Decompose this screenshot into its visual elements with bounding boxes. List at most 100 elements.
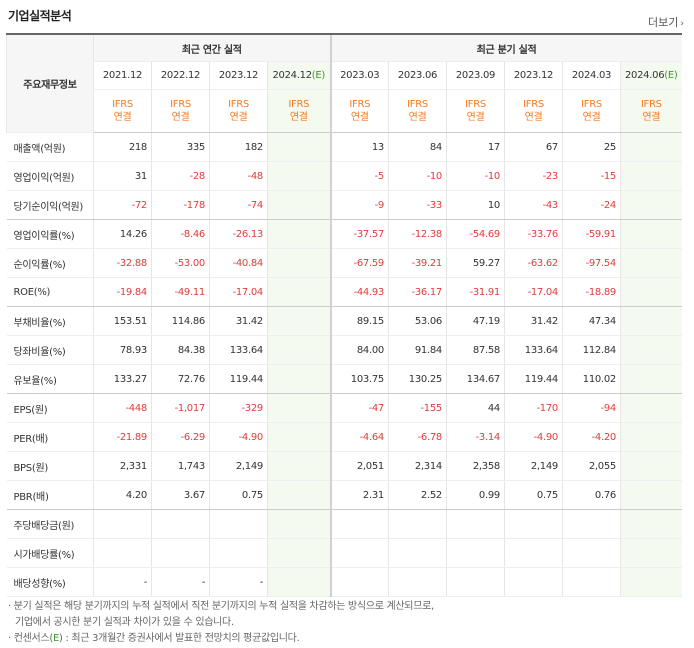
- annual-value: [267, 567, 331, 597]
- annual-value: -28: [151, 161, 210, 191]
- consolidated-label: 연결: [408, 112, 427, 123]
- annual-value: [267, 364, 331, 394]
- quarter-value: -97.54: [562, 248, 621, 278]
- quarter-value: -17.04: [504, 277, 563, 307]
- annual-value: -8.46: [151, 219, 210, 249]
- table-row: 유보율(%) 133.27 72.76 119.44 103.75 130.25 134.6…: [6, 364, 682, 394]
- quarter-value: 133.64: [504, 335, 563, 365]
- quarter-value: 0.75: [504, 480, 563, 510]
- annual-value: 1,743: [151, 451, 210, 481]
- annual-value: 2,331: [93, 451, 152, 481]
- ifrs-label: IFRS: [288, 99, 310, 110]
- quarter-value: -39.21: [388, 248, 447, 278]
- row-label: 영업이익(억원): [6, 161, 94, 191]
- consolidated-label: 연결: [642, 112, 661, 123]
- more-link[interactable]: 더보기 ›: [648, 14, 684, 30]
- table-row: ROE(%) -19.84 -49.11 -17.04 -44.93 -36.17 -31.…: [6, 277, 682, 307]
- quarter-value: [329, 567, 389, 597]
- more-label: 더보기: [648, 16, 679, 29]
- quarter-value: 0.99: [446, 480, 505, 510]
- quarter-value: [504, 509, 563, 539]
- quarter-value: -9: [329, 190, 389, 220]
- annual-value: [209, 509, 268, 539]
- row-label: EPS(원): [6, 393, 94, 423]
- quarter-value: [388, 538, 447, 568]
- consolidated-label: 연결: [582, 112, 601, 123]
- ifrs-label: IFRS: [170, 99, 191, 110]
- quarter-value: -4.20: [562, 422, 621, 452]
- quarter-value: -155: [388, 393, 447, 423]
- quarter-value: [620, 161, 682, 191]
- annual-group-header: 최근 연간 실적: [93, 33, 331, 62]
- annual-value: 4.20: [93, 480, 152, 510]
- quarter-value: 112.84: [562, 335, 621, 365]
- quarter-value: -67.59: [329, 248, 389, 278]
- annual-value: -17.04: [209, 277, 268, 307]
- quarter-value: 84.00: [329, 335, 389, 365]
- annual-value: 218: [93, 132, 152, 162]
- annual-value: -49.11: [151, 277, 210, 307]
- quarter-value: -33: [388, 190, 447, 220]
- consolidated-label: 연결: [350, 112, 369, 123]
- annual-value: [267, 277, 331, 307]
- quarter-value: -4.90: [504, 422, 563, 452]
- quarter-value: -23: [504, 161, 563, 191]
- quarter-value: [329, 509, 389, 539]
- ifrs-label: IFRS: [112, 99, 133, 110]
- quarter-value: [620, 480, 682, 510]
- table-row: 매출액(억원) 218 335 182 13 84 17 67 25: [6, 132, 682, 162]
- table-row: EPS(원) -448 -1,017 -329 -47 -155 44 -170 -94: [6, 393, 682, 423]
- annual-value: [267, 451, 331, 481]
- annual-period: 2022.12: [151, 61, 210, 90]
- ifrs-label: IFRS: [640, 99, 662, 110]
- quarter-value: [562, 509, 621, 539]
- quarter-value: -33.76: [504, 219, 563, 249]
- table-row: PBR(배) 4.20 3.67 0.75 2.31 2.52 0.99 0.75 0.76: [6, 480, 682, 510]
- annual-value: -19.84: [93, 277, 152, 307]
- table-row: 주당배당금(원): [6, 509, 682, 539]
- quarter-value: [388, 567, 447, 597]
- quarter-value: 13: [329, 132, 389, 162]
- annual-value: 133.27: [93, 364, 152, 394]
- row-label: 당기순이익(억원): [6, 190, 94, 220]
- quarter-value: 44: [446, 393, 505, 423]
- annual-value: [267, 161, 331, 191]
- annual-value: [93, 509, 152, 539]
- quarter-value: 134.67: [446, 364, 505, 394]
- footnote-1-cont: 기업에서 공시한 분기 실적과 차이가 있을 수 있습니다.: [15, 617, 234, 628]
- quarter-value: 2.52: [388, 480, 447, 510]
- annual-value: -178: [151, 190, 210, 220]
- annual-value: [267, 132, 331, 162]
- ifrs-cell: IFRS 연결: [267, 89, 331, 133]
- annual-value: [267, 480, 331, 510]
- annual-value: [267, 335, 331, 365]
- ifrs-label: IFRS: [581, 99, 602, 110]
- quarter-value: [620, 538, 682, 568]
- table-row: BPS(원) 2,331 1,743 2,149 2,051 2,314 2,358 2,14…: [6, 451, 682, 481]
- annual-value: 133.64: [209, 335, 268, 365]
- row-label: 부채비율(%): [6, 306, 94, 336]
- annual-value: 14.26: [93, 219, 152, 249]
- row-label: 순이익률(%): [6, 248, 94, 278]
- quarter-value: -94: [562, 393, 621, 423]
- quarter-value: 2,358: [446, 451, 505, 481]
- quarter-value: 2,051: [329, 451, 389, 481]
- annual-value: 119.44: [209, 364, 268, 394]
- ifrs-cell: IFRS 연결: [329, 89, 389, 133]
- ifrs-label: IFRS: [407, 99, 428, 110]
- period-row: 2021.12 2022.12 2023.12 2024.12(E) 2023.03 20…: [7, 61, 682, 90]
- quarter-value: [446, 509, 505, 539]
- ifrs-cell: IFRS 연결: [209, 89, 268, 133]
- annual-value: 31.42: [209, 306, 268, 336]
- annual-value: -: [93, 567, 152, 597]
- quarter-value: -47: [329, 393, 389, 423]
- quarter-value: -6.78: [388, 422, 447, 452]
- row-label: 매출액(억원): [6, 132, 94, 162]
- quarter-value: [620, 451, 682, 481]
- annual-period: 2023.12: [209, 61, 268, 90]
- annual-value: [93, 538, 152, 568]
- consolidated-label: 연결: [113, 112, 132, 123]
- quarter-period: 2023.09: [446, 61, 505, 90]
- quarter-value: [446, 538, 505, 568]
- quarter-value: 103.75: [329, 364, 389, 394]
